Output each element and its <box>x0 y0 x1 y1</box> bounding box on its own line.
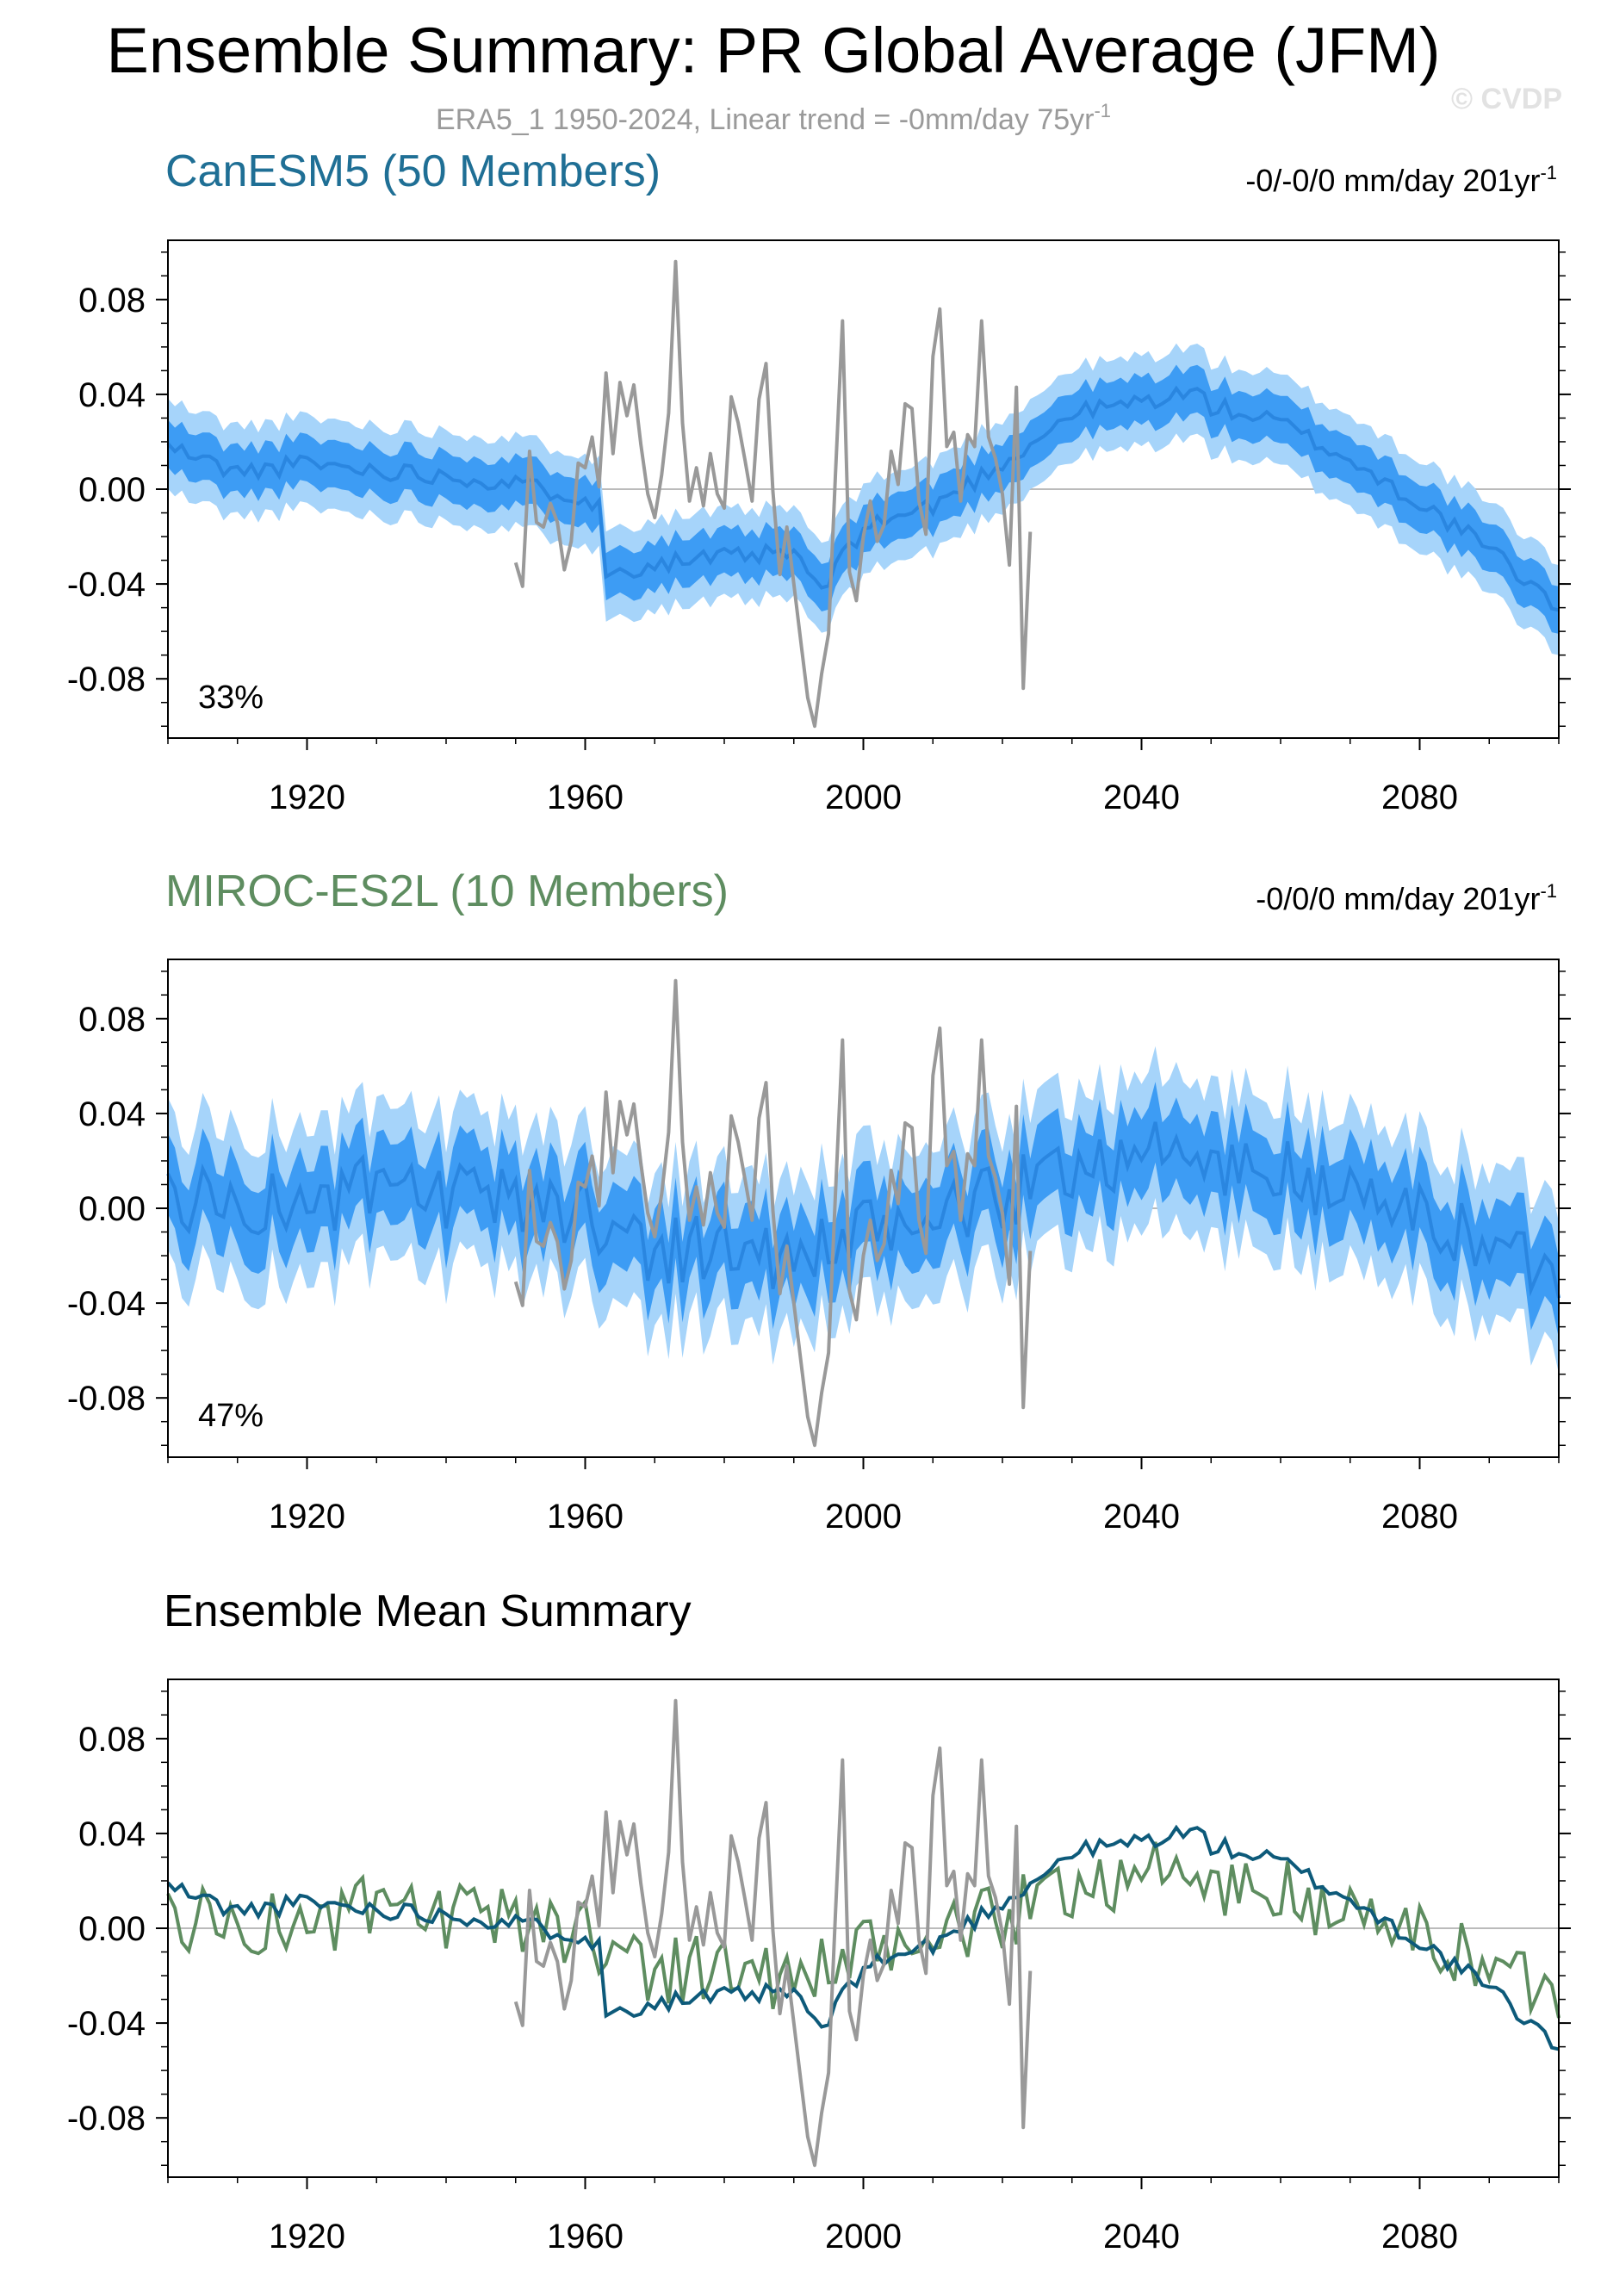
y-tick-label: -0.08 <box>67 661 146 698</box>
x-tick-label: 2080 <box>1381 1498 1458 1536</box>
y-tick-label: 0.08 <box>78 1721 146 1759</box>
x-tick-label: 1920 <box>269 779 345 816</box>
panel-title: MIROC-ES2L (10 Members) <box>165 866 729 916</box>
ensemble-interquartile-band <box>168 1082 1559 1338</box>
plot-area: 0.08 0.04 0.00 -0.04 -0.08 1920 1960 2000 2040 20… <box>67 959 1571 1536</box>
x-tick-label: 1960 <box>547 779 624 816</box>
figure-subtitle: ERA5_1 1950-2024, Linear trend = -0mm/da… <box>436 100 1111 136</box>
trend-label: -0/0/0 mm/day 201yr-1 <box>1256 880 1557 916</box>
era5-observed-line <box>513 1698 1033 2168</box>
canesm-mean-line <box>166 1824 1560 2051</box>
era5-observed-line <box>513 259 1033 729</box>
x-tick-label: 2000 <box>825 779 902 816</box>
percent-label: 33% <box>198 679 264 716</box>
panel-title: Ensemble Mean Summary <box>164 1586 692 1636</box>
y-tick-label: 0.08 <box>78 1001 146 1039</box>
cvdp-watermark: © CVDP <box>1451 83 1562 115</box>
panel-miroc-es2l: MIROC-ES2L (10 Members) -0/0/0 mm/day 20… <box>67 866 1571 1536</box>
y-tick-label: 0.00 <box>78 1190 146 1228</box>
x-tick-label: 2000 <box>825 1498 902 1536</box>
panel-canesm5: CanESM5 (50 Members) -0/-0/0 mm/day 201y… <box>67 146 1571 816</box>
y-tick-label: -0.04 <box>67 1285 146 1323</box>
era5-observed-line <box>513 978 1033 1448</box>
ensemble-range-band <box>168 343 1559 655</box>
ensemble-interquartile-band <box>168 364 1559 634</box>
x-tick-label: 2040 <box>1103 2218 1180 2256</box>
y-tick-label: 0.00 <box>78 1910 146 1948</box>
figure-title: Ensemble Summary: PR Global Average (JFM… <box>106 15 1440 86</box>
ensemble-mean-line <box>166 1121 1560 1299</box>
plot-area: 0.08 0.04 0.00 -0.04 -0.08 1920 1960 2000 2040 20… <box>67 239 1571 816</box>
y-tick-label: 0.04 <box>78 376 146 414</box>
plot-area: 0.08 0.04 0.00 -0.04 -0.08 1920 1960 2000 2040 20… <box>67 1679 1571 2256</box>
trend-label: -0/-0/0 mm/day 201yr-1 <box>1245 162 1557 198</box>
x-tick-label: 2080 <box>1381 2218 1458 2256</box>
x-tick-label: 2080 <box>1381 779 1458 816</box>
miroc-mean-line <box>166 1841 1560 2019</box>
x-tick-label: 2040 <box>1103 779 1180 816</box>
y-tick-label: 0.00 <box>78 471 146 509</box>
x-tick-label: 2000 <box>825 2218 902 2256</box>
x-tick-label: 2040 <box>1103 1498 1180 1536</box>
y-tick-label: -0.08 <box>67 1380 146 1418</box>
percent-label: 47% <box>198 1398 264 1434</box>
x-tick-label: 1960 <box>547 1498 624 1536</box>
x-tick-label: 1960 <box>547 2218 624 2256</box>
y-tick-label: -0.04 <box>67 2005 146 2043</box>
y-tick-label: 0.08 <box>78 282 146 320</box>
panel-title: CanESM5 (50 Members) <box>165 146 661 196</box>
y-tick-label: -0.08 <box>67 2100 146 2138</box>
y-tick-label: 0.04 <box>78 1095 146 1133</box>
panel-ensemble-mean-summary: Ensemble Mean Summary 0.08 0.04 0.00 -0.04 -… <box>67 1586 1571 2256</box>
y-tick-label: 0.04 <box>78 1815 146 1853</box>
x-tick-label: 1920 <box>269 1498 345 1536</box>
y-tick-label: -0.04 <box>67 566 146 604</box>
x-tick-label: 1920 <box>269 2218 345 2256</box>
